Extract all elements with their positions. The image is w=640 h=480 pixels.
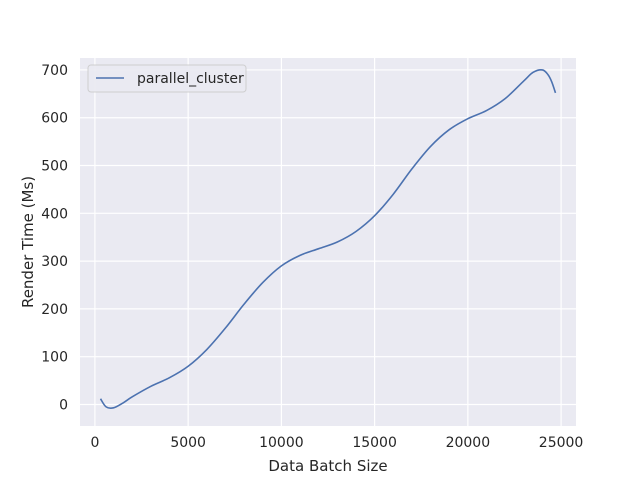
y-tick-label: 700 — [41, 63, 68, 79]
x-tick-label: 20000 — [446, 435, 491, 451]
x-tick-label: 10000 — [259, 435, 304, 451]
y-tick-label: 0 — [59, 397, 68, 413]
series-line-layer — [99, 69, 557, 410]
legend: parallel_cluster — [87, 64, 247, 93]
y-axis-label: Render Time (Ms) — [19, 176, 37, 308]
plot-background — [80, 58, 576, 426]
y-tick-label: 600 — [41, 111, 68, 127]
y-tick-label: 100 — [41, 350, 68, 366]
y-tick-label: 200 — [41, 302, 68, 318]
y-tick-label: 400 — [41, 206, 68, 222]
y-tick-label: 300 — [41, 254, 68, 270]
x-axis-label: Data Batch Size — [268, 457, 387, 475]
x-tick-label: 5000 — [170, 435, 206, 451]
y-tick-label: 500 — [41, 159, 68, 175]
legend-box — [87, 64, 247, 93]
legend-label-parallel-cluster: parallel_cluster — [137, 71, 244, 87]
y-tick-labels: 0 100 200 300 400 500 600 700 — [41, 63, 68, 414]
x-tick-label: 15000 — [352, 435, 397, 451]
series-line-parallel-cluster — [99, 69, 557, 410]
grid-lines — [80, 58, 576, 426]
x-tick-label: 0 — [90, 435, 99, 451]
x-tick-label: 25000 — [539, 435, 584, 451]
x-tick-labels: 0 5000 10000 15000 20000 25000 — [90, 435, 583, 451]
